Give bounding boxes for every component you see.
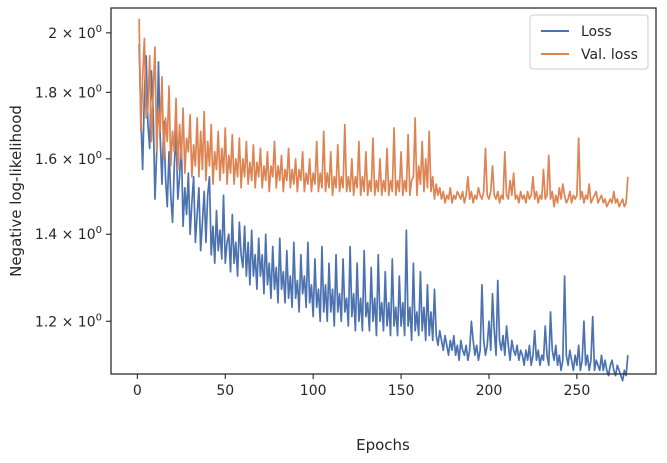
- x-tick-label: 150: [388, 383, 415, 399]
- legend-label-loss: Loss: [581, 24, 612, 40]
- x-tick-label: 250: [564, 383, 591, 399]
- y-tick-label: 1.8 × 100: [35, 83, 102, 101]
- y-axis-label: Negative log-likelihood: [7, 105, 25, 277]
- y-tick-label: 2 × 100: [48, 24, 102, 42]
- legend: Loss Val. loss: [529, 14, 649, 70]
- x-tick-label: 200: [476, 383, 503, 399]
- y-tick-label: 1.4 × 100: [35, 225, 102, 243]
- series-layer: [138, 18, 629, 382]
- legend-label-val-loss: Val. loss: [581, 47, 638, 63]
- x-axis: 0 50 100 150 200 250: [133, 374, 590, 399]
- axes-frame: [110, 7, 657, 375]
- series-line-val-loss: [138, 18, 629, 208]
- x-tick-label: 0: [133, 383, 142, 399]
- x-tick-label: 50: [216, 383, 234, 399]
- x-axis-label: Epochs: [356, 436, 410, 454]
- legend-box: [529, 14, 649, 70]
- y-tick-label: 1.2 × 100: [35, 312, 102, 330]
- y-axis: 1.2 × 100 1.4 × 100 1.6 × 100 1.8 × 100 2 × …: [35, 24, 111, 330]
- y-tick-label: 1.6 × 100: [35, 150, 102, 168]
- x-tick-label: 100: [300, 383, 327, 399]
- series-line-loss: [138, 44, 629, 382]
